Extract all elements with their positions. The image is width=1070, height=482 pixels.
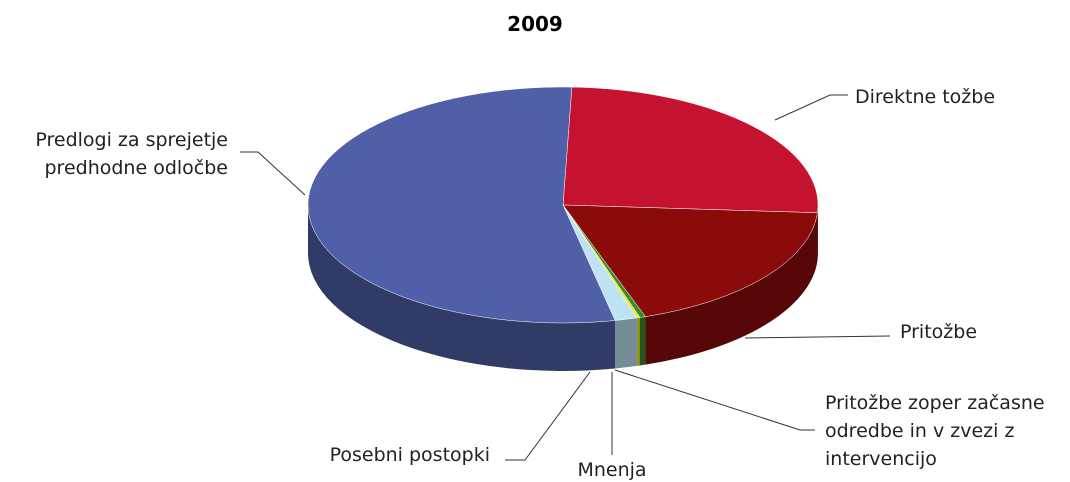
leader-line xyxy=(505,371,591,461)
slice xyxy=(562,204,818,317)
slice xyxy=(562,86,819,214)
leader-line xyxy=(744,335,891,339)
slice-label: Direktne tožbe xyxy=(855,86,996,108)
leader-line xyxy=(240,151,306,196)
slice-side xyxy=(308,205,616,371)
slice-side xyxy=(645,212,818,365)
slice-side xyxy=(637,317,640,366)
leader-line xyxy=(614,369,815,431)
slice-label: Predlogi za sprejetje predhodne odločbe xyxy=(35,129,228,179)
slice-label: Mnenja xyxy=(577,459,647,481)
slice xyxy=(307,86,616,324)
chart-title: 2009 xyxy=(507,12,563,36)
slice-side xyxy=(817,205,818,261)
leader-line xyxy=(774,94,848,121)
slice-label: Posebni postopki xyxy=(329,444,490,466)
slice-label: Pritožbe zoper začasne odredbe in v zvez… xyxy=(825,392,1045,470)
slice-label: Pritožbe xyxy=(900,321,978,343)
slice-side xyxy=(615,317,638,369)
slice-side xyxy=(639,316,646,366)
